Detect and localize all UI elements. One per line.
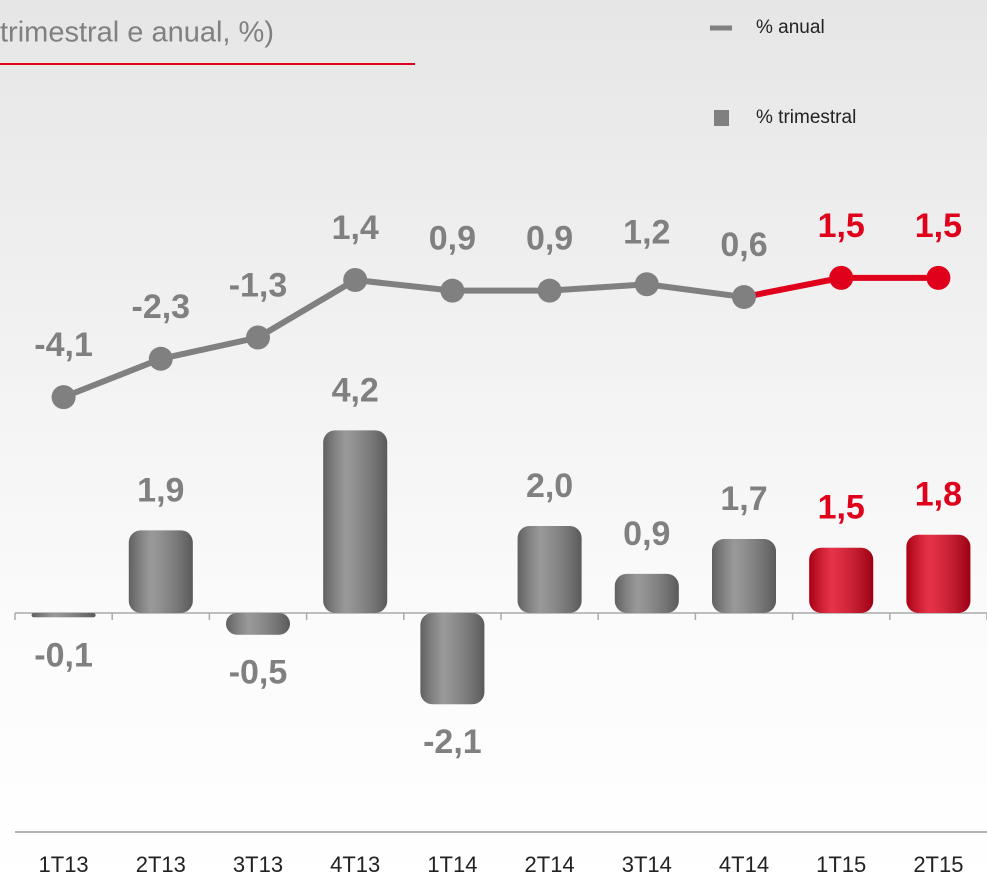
line-point xyxy=(148,346,173,371)
line-point xyxy=(537,278,562,303)
line-segment xyxy=(157,334,261,362)
chart-title: trimestral e anual, %) xyxy=(0,17,274,49)
x-tick-label: 3T14 xyxy=(622,852,672,877)
line-segment xyxy=(546,281,650,294)
bar-value-label: 1,9 xyxy=(137,471,184,509)
line-value-label: 1,2 xyxy=(623,213,670,251)
x-tick-label: 4T13 xyxy=(330,852,380,877)
x-tick-label: 2T15 xyxy=(913,852,963,877)
bar-shade xyxy=(906,534,971,613)
bar-value-label: -2,1 xyxy=(423,723,482,761)
x-tick-label: 1T14 xyxy=(427,852,477,877)
bar-shade xyxy=(809,547,874,613)
line-point xyxy=(51,385,76,410)
bar-shade xyxy=(31,612,96,618)
line-value-label: -1,3 xyxy=(229,266,288,304)
bar-shade xyxy=(226,612,290,635)
line-segment xyxy=(643,281,747,301)
legend-swatch xyxy=(714,110,729,126)
bar-value-label: 2,0 xyxy=(526,467,573,505)
legend-label: % anual xyxy=(756,17,825,38)
x-tick-label: 3T13 xyxy=(233,852,283,877)
x-tick-label: 1T13 xyxy=(39,852,89,877)
bar-value-label: -0,1 xyxy=(34,636,93,674)
legend-label: % trimestral xyxy=(756,107,856,128)
bar-value-label: 4,2 xyxy=(332,371,379,409)
bar-shade xyxy=(128,530,193,613)
bar-value-label: 1,5 xyxy=(818,489,865,527)
line-value-label: -4,1 xyxy=(34,326,93,364)
x-tick-label: 2T14 xyxy=(525,852,575,877)
line-segment xyxy=(352,277,456,294)
line-value-label: 1,5 xyxy=(915,207,962,245)
line-segment xyxy=(741,274,845,301)
line-segment xyxy=(255,277,359,341)
line-point xyxy=(732,285,756,310)
bar-value-label: 1,8 xyxy=(915,476,962,514)
line-value-label: 0,6 xyxy=(720,226,767,264)
bar-shade xyxy=(614,573,679,613)
bar-shade xyxy=(323,430,388,613)
line-point xyxy=(634,272,659,297)
x-tick-label: 4T14 xyxy=(719,852,769,877)
line-value-label: 0,9 xyxy=(429,220,476,258)
line-point xyxy=(926,265,951,290)
line-value-label: 1,4 xyxy=(332,209,379,247)
line-segment xyxy=(60,355,164,401)
bar-value-label: 0,9 xyxy=(623,515,670,553)
bar-shade xyxy=(420,612,485,705)
line-value-label: 0,9 xyxy=(526,220,573,258)
x-tick-label: 2T13 xyxy=(136,852,186,877)
line-point xyxy=(440,278,465,303)
line-point xyxy=(829,265,854,290)
x-tick-label: 1T15 xyxy=(816,852,866,877)
line-point xyxy=(343,268,368,293)
line-value-label: -2,3 xyxy=(132,288,191,326)
bar-value-label: -0,5 xyxy=(229,654,288,692)
line-point xyxy=(246,325,270,350)
line-value-label: 1,5 xyxy=(818,207,865,245)
bar-value-label: 1,7 xyxy=(720,480,767,518)
bar-shade xyxy=(712,539,776,613)
bar-shade xyxy=(517,526,582,613)
